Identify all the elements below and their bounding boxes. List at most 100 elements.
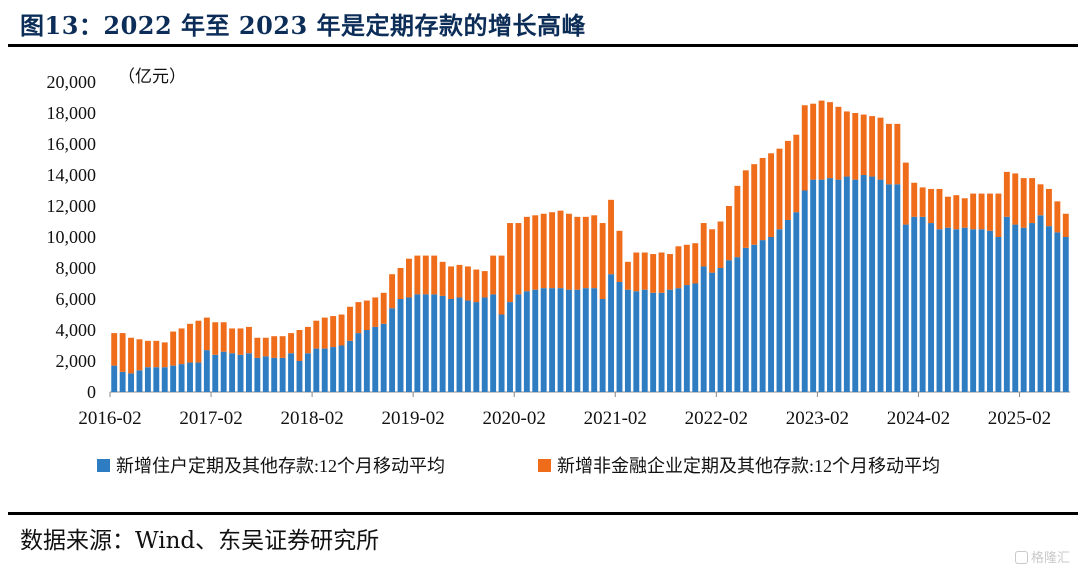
- bar-corporate: [161, 342, 168, 368]
- bar-corporate: [203, 317, 210, 351]
- bar-corporate: [751, 164, 758, 245]
- bar-corporate: [574, 216, 581, 290]
- bar-household: [128, 373, 134, 392]
- bar-corporate: [667, 254, 673, 290]
- chart-title: 图13：2022 年至 2023 年是定期存款的增长高峰: [20, 11, 587, 40]
- bar-corporate: [355, 302, 362, 334]
- bar-household: [355, 333, 362, 392]
- legend-swatch-household: [97, 459, 110, 472]
- bar-household: [254, 357, 261, 392]
- bar-household: [633, 291, 640, 392]
- bar-corporate: [304, 326, 311, 354]
- legend-swatch-corporate: [538, 459, 551, 472]
- bar-household: [835, 179, 842, 392]
- bar-household: [650, 292, 657, 392]
- bar-household: [136, 370, 143, 392]
- bar-corporate: [1029, 178, 1036, 224]
- x-tick-label: 2017-02: [179, 408, 242, 429]
- y-tick-label: 2,000: [56, 351, 97, 371]
- bar-household: [262, 356, 269, 392]
- bar-corporate: [279, 336, 286, 358]
- bar-household: [768, 237, 774, 392]
- bar-corporate: [1020, 178, 1027, 228]
- bar-corporate: [338, 314, 345, 346]
- bar-corporate: [591, 215, 598, 289]
- bar-corporate: [1037, 184, 1044, 216]
- y-tick-label: 10,000: [47, 227, 97, 247]
- bar-household: [700, 266, 707, 392]
- bar-corporate: [869, 116, 876, 177]
- bar-corporate: [1003, 171, 1010, 217]
- bar-corporate: [801, 105, 808, 191]
- bar-corporate: [212, 322, 219, 355]
- bar-corporate: [456, 264, 463, 298]
- bar-corporate: [144, 340, 151, 368]
- y-tick-label: 18,000: [47, 103, 97, 123]
- bar-corporate: [363, 300, 370, 330]
- bar-corporate: [464, 266, 471, 301]
- bar-household: [692, 283, 699, 392]
- bar-household: [852, 179, 859, 392]
- bar-household: [936, 229, 943, 392]
- bar-corporate: [961, 198, 968, 228]
- unit-label: （亿元）: [118, 67, 186, 86]
- bar-household: [161, 367, 168, 392]
- bar-corporate: [768, 153, 774, 237]
- bar-household: [919, 216, 926, 392]
- bar-corporate: [1062, 213, 1069, 237]
- bar-corporate: [170, 331, 177, 366]
- bar-corporate: [549, 212, 556, 289]
- bar-corporate: [229, 328, 236, 354]
- bar-household: [784, 219, 791, 392]
- bar-household: [490, 294, 497, 392]
- bar-household: [608, 274, 614, 392]
- bar-corporate: [330, 316, 337, 348]
- legend-label-corporate: 新增非金融企业定期及其他存款:12个月移动平均: [557, 456, 940, 476]
- bar-household: [683, 285, 690, 392]
- bar-household: [911, 216, 918, 392]
- y-tick-label: 12,000: [47, 196, 97, 216]
- bar-household: [877, 179, 884, 392]
- bar-corporate: [658, 252, 665, 293]
- bar-corporate: [271, 336, 278, 358]
- bar-household: [212, 354, 219, 392]
- bar-household: [187, 362, 193, 392]
- bar-corporate: [397, 268, 404, 299]
- bar-household: [406, 297, 412, 392]
- y-tick-label: 14,000: [47, 165, 97, 185]
- bar-corporate: [515, 223, 522, 295]
- bar-corporate: [523, 216, 530, 292]
- bar-household: [549, 288, 556, 392]
- bar-corporate: [1054, 201, 1061, 233]
- bar-corporate: [860, 114, 867, 175]
- bar-corporate: [911, 182, 918, 217]
- bar-corporate: [877, 117, 884, 180]
- bar-household: [515, 294, 522, 392]
- bar-household: [481, 297, 488, 392]
- bar-corporate: [633, 252, 640, 292]
- watermark: 格隆汇: [1014, 547, 1070, 566]
- bar-household: [641, 289, 648, 392]
- bar-household: [220, 351, 227, 392]
- bar-household: [793, 212, 800, 392]
- y-tick-label: 16,000: [47, 134, 97, 154]
- bar-corporate: [246, 326, 252, 354]
- bar-corporate: [490, 255, 497, 295]
- bar-corporate: [153, 340, 160, 368]
- x-tick-label: 2024-02: [887, 408, 950, 429]
- bar-household: [397, 299, 404, 392]
- bar-corporate: [313, 320, 320, 349]
- bar-corporate: [843, 111, 850, 177]
- bar-corporate: [1046, 188, 1052, 227]
- bar-household: [995, 237, 1002, 392]
- bar-corporate: [566, 213, 572, 290]
- bar-household: [296, 361, 303, 392]
- bar-household: [987, 230, 993, 392]
- bar-corporate: [886, 123, 892, 185]
- bar-household: [582, 288, 589, 392]
- bar-household: [540, 288, 547, 392]
- bar-corporate: [793, 134, 800, 213]
- bar-corporate: [414, 255, 421, 295]
- bar-corporate: [692, 243, 699, 284]
- bars: [111, 100, 1069, 392]
